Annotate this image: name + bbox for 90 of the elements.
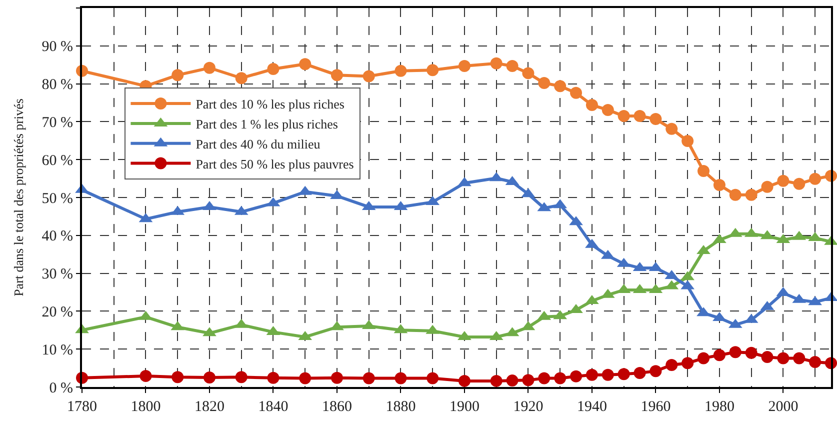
point bbox=[458, 374, 470, 387]
legend-label: Part des 1 % les plus riches bbox=[196, 116, 338, 132]
point bbox=[713, 349, 726, 362]
point bbox=[267, 372, 280, 384]
point bbox=[634, 366, 646, 379]
point bbox=[538, 372, 550, 384]
point bbox=[570, 86, 582, 99]
point bbox=[570, 370, 582, 382]
point bbox=[394, 64, 407, 77]
point bbox=[426, 372, 439, 384]
point bbox=[490, 374, 502, 387]
point bbox=[538, 77, 550, 90]
point bbox=[506, 374, 518, 387]
point bbox=[793, 178, 806, 190]
point bbox=[586, 99, 598, 112]
point bbox=[554, 372, 566, 384]
point bbox=[650, 365, 662, 378]
point bbox=[426, 64, 439, 76]
y-tick-label: 0 % bbox=[49, 380, 73, 396]
point bbox=[140, 370, 152, 382]
point bbox=[666, 359, 678, 372]
point bbox=[777, 174, 790, 187]
x-tick-label: 1860 bbox=[322, 399, 352, 415]
point bbox=[793, 352, 806, 364]
point bbox=[506, 60, 518, 72]
x-tick-label: 1960 bbox=[640, 399, 671, 415]
y-axis-title: Part dans le total des propriétés privés bbox=[11, 98, 26, 296]
point bbox=[634, 110, 646, 122]
point bbox=[490, 57, 502, 70]
point bbox=[172, 69, 184, 82]
y-tick-label: 30 % bbox=[42, 266, 73, 283]
point bbox=[602, 368, 614, 381]
point bbox=[666, 122, 678, 135]
x-tick-label: 1940 bbox=[576, 399, 607, 415]
x-tick-label: 2000 bbox=[768, 399, 798, 415]
point bbox=[299, 372, 312, 384]
point bbox=[777, 352, 790, 364]
legend-label: Part des 10 % les plus riches bbox=[196, 96, 344, 112]
point bbox=[761, 351, 774, 364]
point bbox=[522, 67, 534, 80]
point bbox=[682, 135, 694, 148]
point bbox=[729, 188, 742, 201]
point bbox=[203, 62, 216, 74]
y-tick-label: 90 % bbox=[42, 39, 73, 56]
point bbox=[203, 372, 216, 384]
y-tick-label: 40 % bbox=[42, 228, 73, 245]
point bbox=[761, 180, 774, 193]
y-tick-label: 50 % bbox=[42, 190, 73, 207]
point bbox=[809, 356, 822, 368]
point bbox=[586, 368, 598, 381]
point bbox=[458, 60, 470, 72]
point bbox=[554, 80, 566, 92]
point bbox=[745, 188, 758, 201]
point bbox=[362, 372, 375, 384]
point bbox=[618, 368, 630, 380]
y-tick-label: 80 % bbox=[42, 77, 73, 94]
point bbox=[330, 69, 343, 82]
point bbox=[618, 110, 630, 122]
point bbox=[235, 371, 248, 384]
point bbox=[522, 374, 534, 386]
point bbox=[729, 346, 742, 358]
x-tick-label: 1800 bbox=[130, 399, 161, 415]
point bbox=[394, 372, 407, 384]
point bbox=[713, 178, 726, 191]
point bbox=[809, 172, 822, 185]
point bbox=[698, 164, 710, 177]
point bbox=[267, 63, 280, 76]
point bbox=[698, 352, 710, 364]
point bbox=[172, 371, 184, 384]
point bbox=[745, 346, 758, 359]
point bbox=[330, 372, 343, 384]
point bbox=[235, 72, 248, 84]
x-tick-label: 1980 bbox=[704, 399, 734, 415]
x-tick-label: 1820 bbox=[194, 399, 224, 415]
point bbox=[682, 357, 694, 370]
point bbox=[362, 70, 375, 82]
legend-label: Part des 50 % les plus pauvres bbox=[196, 156, 354, 172]
point bbox=[650, 113, 662, 126]
x-tick-label: 1920 bbox=[513, 399, 544, 415]
y-tick-label: 60 % bbox=[42, 152, 73, 169]
y-tick-label: 20 % bbox=[42, 304, 73, 320]
x-tick-label: 1880 bbox=[386, 399, 416, 415]
point bbox=[299, 58, 312, 70]
y-tick-label: 70 % bbox=[42, 114, 73, 131]
legend-label: Part des 40 % du milieu bbox=[196, 136, 321, 152]
x-tick-label: 1780 bbox=[67, 399, 97, 415]
y-tick-label: 10 % bbox=[42, 342, 73, 358]
x-tick-label: 1900 bbox=[449, 399, 480, 415]
point bbox=[602, 104, 614, 116]
x-tick-label: 1840 bbox=[258, 399, 288, 415]
